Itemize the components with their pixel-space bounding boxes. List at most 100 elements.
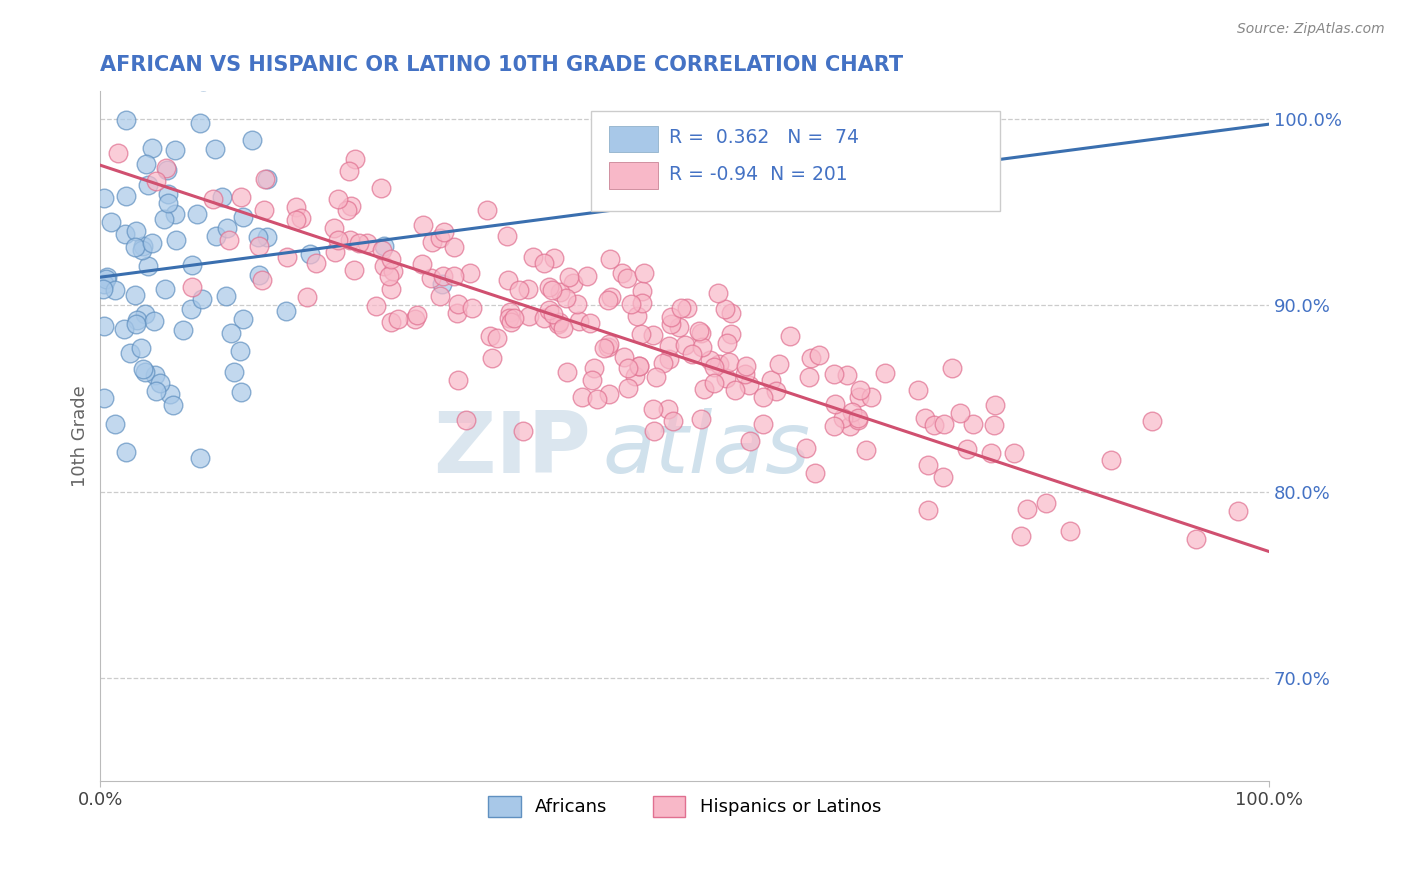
Point (252, 273, 274, 287)
Point (541, 307, 564, 321)
Point (447, 297, 470, 311)
Point (703, 359, 725, 374)
Point (550, 285, 572, 299)
Point (115, 112, 138, 127)
Point (537, 279, 560, 293)
Point (218, 234, 240, 248)
Point (522, 250, 544, 264)
Point (794, 441, 817, 455)
Point (596, 340, 619, 354)
Point (707, 285, 730, 300)
Point (662, 414, 685, 428)
Point (136, 259, 159, 273)
FancyBboxPatch shape (609, 126, 658, 152)
Point (571, 390, 593, 404)
Point (693, 382, 716, 396)
Point (124, 239, 146, 253)
Point (1010, 529, 1032, 543)
Point (720, 306, 742, 320)
Point (229, 385, 252, 400)
Point (641, 327, 664, 342)
Point (190, 450, 212, 465)
Point (157, 186, 180, 201)
Point (568, 314, 591, 328)
Point (626, 309, 648, 323)
Point (541, 283, 564, 297)
Point (508, 283, 530, 297)
Point (153, 282, 176, 296)
Point (628, 359, 651, 373)
Point (347, 235, 370, 250)
Point (253, 202, 276, 217)
Point (581, 373, 603, 387)
Point (411, 257, 433, 271)
Point (204, 142, 226, 156)
Point (104, 417, 127, 431)
Point (276, 250, 298, 264)
Point (406, 308, 429, 322)
Y-axis label: 10th Grade: 10th Grade (72, 385, 89, 487)
Point (343, 262, 366, 277)
Point (517, 282, 540, 296)
Point (797, 369, 820, 384)
Point (162, 399, 184, 413)
Point (1140, 414, 1163, 428)
Point (104, 283, 127, 297)
Point (688, 324, 710, 338)
Point (156, 163, 179, 178)
Point (846, 410, 869, 425)
Point (752, 417, 775, 431)
FancyBboxPatch shape (609, 162, 658, 188)
Point (326, 193, 349, 207)
Point (371, 244, 394, 258)
Point (112, 322, 135, 336)
Text: AFRICAN VS HISPANIC OR LATINO 10TH GRADE CORRELATION CHART: AFRICAN VS HISPANIC OR LATINO 10TH GRADE… (100, 55, 904, 75)
Point (295, 290, 318, 304)
Point (690, 326, 713, 340)
Point (837, 368, 859, 382)
Point (593, 341, 616, 355)
Text: atlas: atlas (603, 409, 811, 491)
Point (752, 390, 775, 404)
Point (690, 340, 713, 354)
Point (804, 466, 827, 480)
Point (229, 190, 252, 204)
Point (617, 381, 640, 395)
Point (224, 365, 246, 379)
Point (1035, 496, 1057, 510)
Point (96, 272, 118, 286)
Point (100, 215, 122, 229)
Point (125, 317, 148, 331)
Point (720, 326, 742, 341)
Point (373, 239, 395, 253)
Point (703, 376, 725, 391)
Point (714, 371, 737, 385)
Point (962, 417, 984, 431)
Point (305, 256, 328, 270)
Point (724, 383, 747, 397)
Point (800, 351, 823, 365)
FancyBboxPatch shape (591, 112, 1000, 211)
Point (380, 282, 402, 296)
Point (232, 312, 254, 326)
Point (616, 271, 638, 285)
Point (485, 330, 508, 344)
Point (914, 411, 936, 425)
Point (125, 313, 148, 327)
Point (323, 244, 346, 259)
Point (217, 220, 239, 235)
Point (578, 316, 600, 330)
Point (598, 386, 620, 401)
Point (134, 306, 156, 320)
Point (932, 470, 955, 484)
Point (131, 238, 153, 252)
Point (247, 238, 270, 252)
Point (326, 233, 349, 247)
Point (115, 445, 138, 459)
Point (172, 323, 194, 337)
Point (917, 503, 939, 517)
Point (548, 315, 571, 329)
Point (159, 386, 181, 401)
Point (93, 191, 115, 205)
Point (565, 297, 588, 311)
